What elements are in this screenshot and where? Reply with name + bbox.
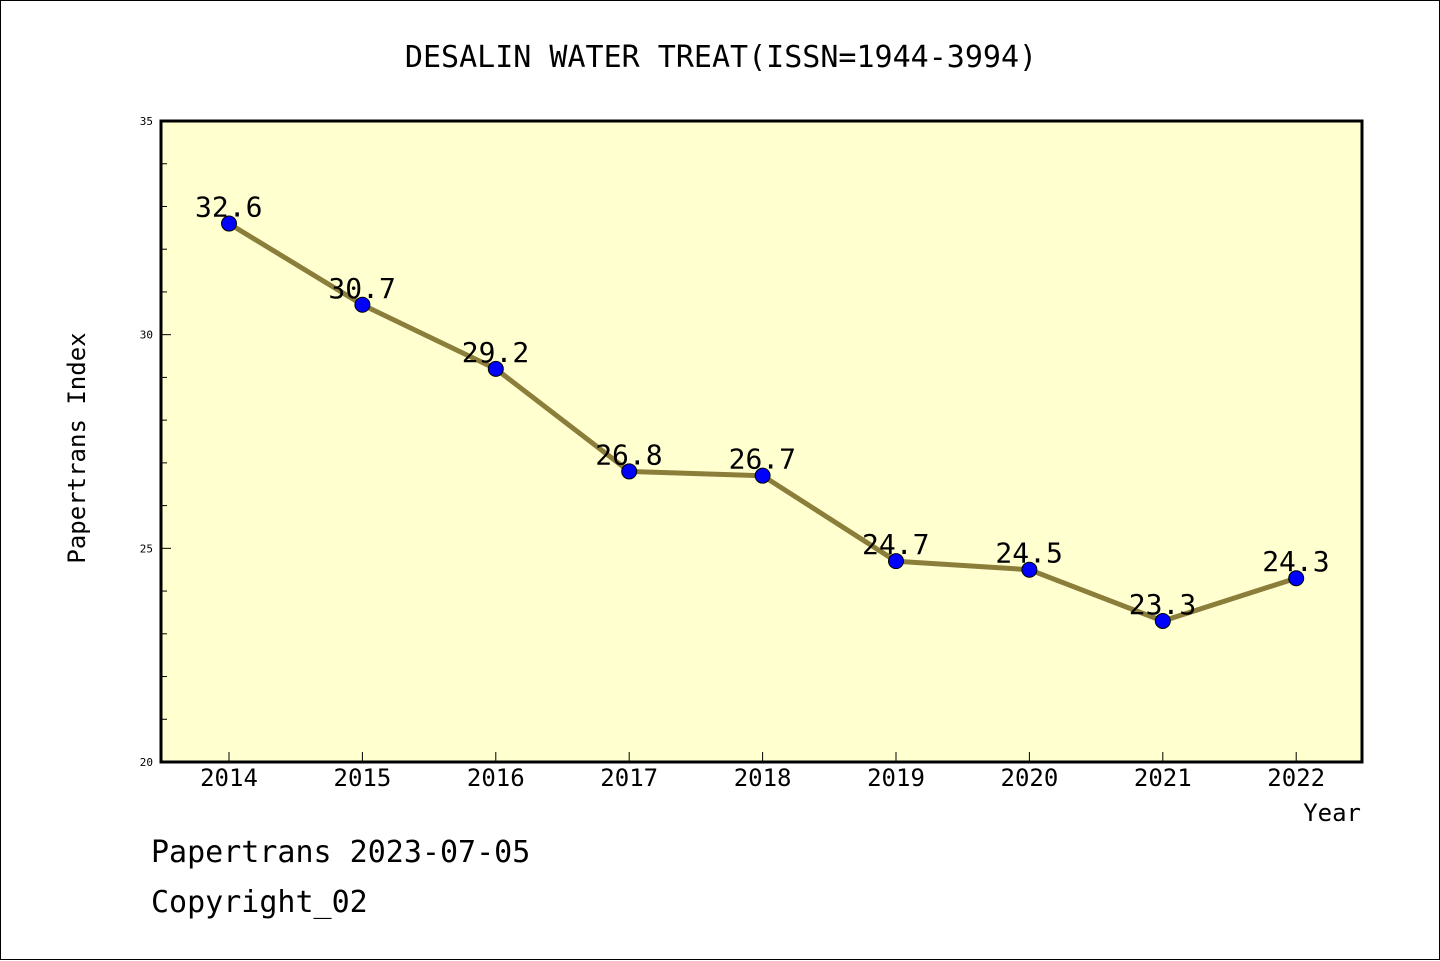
x-tick-label: 2019 xyxy=(867,764,925,792)
data-point-marker xyxy=(1288,570,1305,587)
data-point-marker xyxy=(621,463,638,480)
series-line-group xyxy=(221,215,1305,629)
data-point-marker xyxy=(221,215,237,232)
y-tick-label: 20 xyxy=(140,756,153,769)
data-point-marker xyxy=(487,360,504,377)
data-label: 24.5 xyxy=(995,537,1062,570)
y-tick-label: 25 xyxy=(140,542,153,555)
x-tick-label: 2021 xyxy=(1134,764,1192,792)
data-label: 29.2 xyxy=(462,336,529,369)
footer-copyright-text: Copyright_02 xyxy=(151,885,368,920)
data-label: 26.7 xyxy=(729,443,796,476)
x-axis-label: Year xyxy=(1303,799,1361,827)
x-tick-label: 2016 xyxy=(467,764,525,792)
x-tick-label: 2020 xyxy=(1001,764,1059,792)
y-axis-label: Papertrans Index xyxy=(63,332,91,563)
data-label: 23.3 xyxy=(1129,588,1196,621)
x-tick-label: 2022 xyxy=(1267,764,1325,792)
data-label: 24.3 xyxy=(1262,545,1329,578)
data-point-marker xyxy=(354,296,371,313)
y-axis-ticks: 20 25 30 35 xyxy=(140,115,171,769)
data-label: 32.6 xyxy=(195,191,262,224)
y-tick-label: 35 xyxy=(140,115,153,128)
data-point-marker xyxy=(888,553,904,570)
x-tick-label: 2018 xyxy=(734,764,792,792)
data-label: 24.7 xyxy=(862,528,929,561)
chart-title: DESALIN WATER TREAT(ISSN=1944-3994) xyxy=(405,40,1037,75)
data-point-marker xyxy=(1154,612,1171,629)
x-tick-label: 2017 xyxy=(600,764,658,792)
plot-area xyxy=(159,119,1364,764)
footer-date-text: Papertrans 2023-07-05 xyxy=(151,835,531,870)
x-tick-label: 2014 xyxy=(200,764,258,792)
data-label-group: 32.6 30.7 29.2 26.8 26.7 24.7 24.5 23.3 24.3 xyxy=(195,191,1330,621)
y-tick-label: 30 xyxy=(140,329,153,342)
x-tick-label: 2015 xyxy=(334,764,392,792)
data-label: 26.8 xyxy=(595,438,662,471)
data-point-marker xyxy=(754,467,771,484)
x-axis-ticks: 2014 2015 2016 2017 2018 2019 2020 2021 2022 xyxy=(200,752,1325,792)
data-label: 30.7 xyxy=(328,272,395,305)
data-point-marker xyxy=(1021,561,1038,578)
